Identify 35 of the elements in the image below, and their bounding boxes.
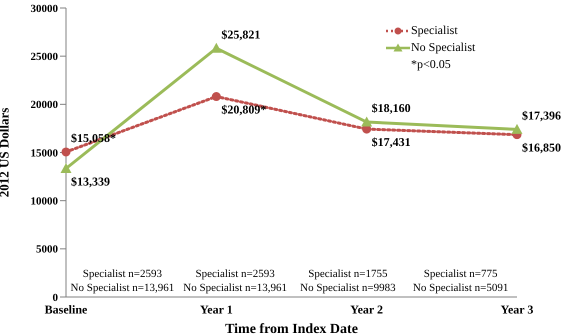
data-label: $17,431 xyxy=(372,135,411,150)
annotation: Specialist n=2593 xyxy=(82,268,162,280)
x-tick-label: Year 2 xyxy=(350,302,384,317)
annotation: Specialist n=2593 xyxy=(196,268,276,280)
x-axis-title: Time from Index Date xyxy=(225,322,358,335)
annotation: No Specialist n=13,961 xyxy=(70,282,174,294)
y-tick-label: 15000 xyxy=(30,147,58,160)
data-label: $13,339 xyxy=(71,174,110,188)
data-label: $25,821 xyxy=(221,27,260,42)
point xyxy=(512,124,522,134)
data-label: $18,160 xyxy=(372,101,411,116)
data-label: $16,850 xyxy=(522,140,561,155)
annotation: No Specialist n=13,961 xyxy=(183,282,287,294)
annotation: No Specialist n=9983 xyxy=(300,282,396,294)
y-tick-label: 5000 xyxy=(36,244,58,256)
y-tick-label: 30000 xyxy=(30,2,58,15)
annotation: *p<0.05 xyxy=(410,56,452,73)
x-tick-label: Year 3 xyxy=(500,302,534,317)
x-tick-label: Year 1 xyxy=(200,302,233,317)
y-tick-label: 0 xyxy=(52,292,58,304)
legend-label: Specialist xyxy=(411,22,458,39)
legend-label: No Specialist xyxy=(411,39,476,56)
x-tick-label: Baseline xyxy=(44,302,88,317)
annotation: Specialist n=1755 xyxy=(308,268,388,280)
point xyxy=(60,163,72,173)
point xyxy=(62,147,70,156)
y-tick-label: 20000 xyxy=(30,99,58,112)
annotation: Specialist n=775 xyxy=(424,268,498,280)
point xyxy=(361,116,372,127)
point xyxy=(212,92,221,102)
y-tick-label: 25000 xyxy=(30,51,58,64)
data-label: $17,396 xyxy=(522,108,561,122)
annotation: No Specialist n=5091 xyxy=(412,282,508,294)
data-label: $20,809* xyxy=(221,102,266,117)
y-tick-label: 10000 xyxy=(30,196,58,208)
